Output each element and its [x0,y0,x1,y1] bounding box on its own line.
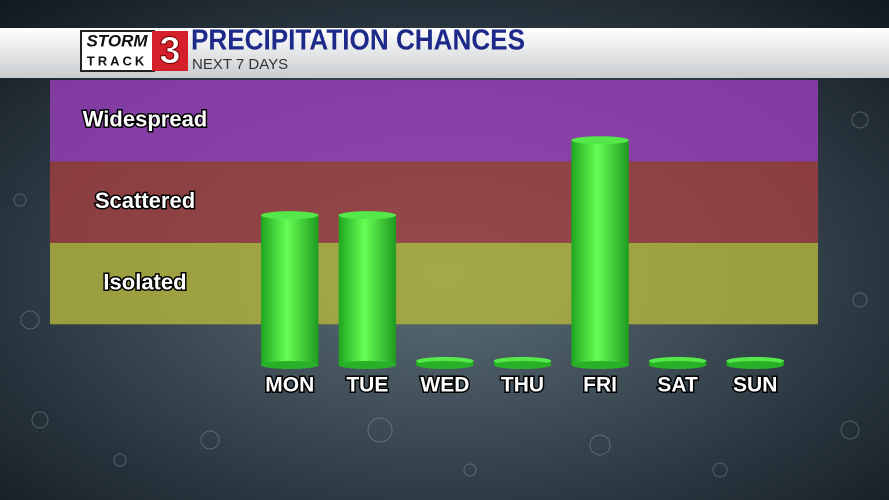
bar-base [648,361,707,369]
bar [571,140,629,365]
chart-title: PRECIPITATION CHANCES [191,25,525,57]
rain-drops [13,111,869,478]
logo-number-box [152,31,188,71]
x-tick-label: FRI [583,374,617,397]
category-band [50,242,818,325]
bar-cap [338,211,397,220]
bar-cap [571,136,629,145]
bar-base [338,361,397,369]
chart-subtitle: NEXT 7 DAYS [192,56,288,73]
logo-word: TRACK [87,53,148,68]
band-label: Widespread [83,107,208,132]
logo-word: STORM [86,31,148,50]
band-label: Isolated [103,269,186,294]
bar [338,215,397,365]
x-tick-label: SUN [733,374,777,397]
bar [261,215,319,365]
x-tick-label: MON [265,374,314,397]
band-label: Scattered [95,188,195,213]
bar-base [261,361,319,369]
x-tick-label: THU [501,374,544,397]
bar-cap [261,211,319,220]
x-tick-label: WED [420,374,469,397]
logo-box [80,30,155,72]
logo-number: 3 [159,30,180,72]
x-tick-label: TUE [346,374,388,397]
bar-base [571,361,629,369]
bar-base [726,361,784,369]
bar-base [493,361,552,369]
category-band [50,80,818,162]
category-band [50,161,818,243]
bar-base [416,361,474,369]
x-tick-label: SAT [657,374,698,397]
